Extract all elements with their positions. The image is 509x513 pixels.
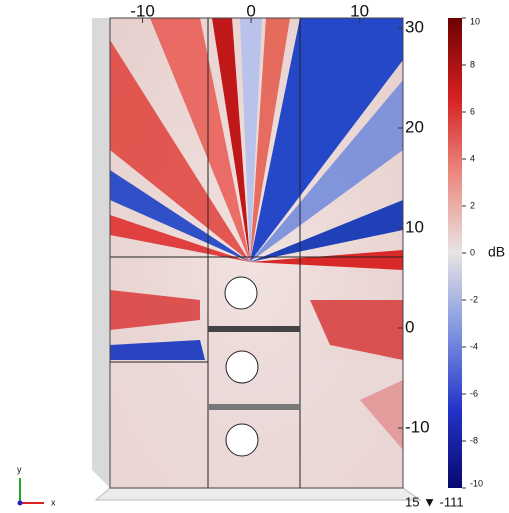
hole (224, 276, 258, 310)
field-ray (110, 170, 250, 262)
side-panel (92, 18, 110, 488)
floor-panel (94, 487, 422, 501)
field-ray (240, 18, 262, 262)
y-tick-label: 0 (405, 317, 414, 336)
colorbar-tick-label: -6 (470, 388, 478, 398)
field-ray (250, 200, 403, 262)
y-tick-label: 30 (405, 17, 424, 36)
colorbar-tick-label: -2 (470, 294, 478, 304)
triad-label: x (51, 497, 56, 507)
colorbar-tick-label: -4 (470, 341, 478, 351)
hole (225, 423, 259, 457)
field-plot (110, 18, 403, 488)
y-tick-label: 20 (405, 117, 424, 136)
colorbar (448, 18, 462, 488)
colorbar-tick-label: -8 (470, 435, 478, 445)
axis-triad-z (17, 500, 23, 506)
field-patch (310, 300, 403, 360)
field-ray (250, 18, 290, 262)
field-ray (250, 80, 403, 262)
separator (208, 326, 300, 332)
x-tick-label: 0 (246, 1, 255, 20)
field-ray (212, 18, 250, 262)
hole (225, 350, 259, 384)
plot-frame (109, 17, 404, 489)
corner-label: 15 ▼ -111 (405, 494, 464, 509)
field-ray (250, 18, 403, 262)
triad-label: y (17, 464, 22, 474)
colorbar-label: dB (488, 244, 505, 260)
field-ray (250, 250, 403, 270)
colorbar-tick-label: 8 (470, 59, 475, 69)
colorbar-tick-label: 10 (470, 16, 480, 26)
separator (208, 404, 300, 410)
colorbar-tick-label: 2 (470, 200, 475, 210)
field-ray (150, 18, 250, 262)
x-tick-label: 10 (350, 1, 369, 20)
colorbar-tick-label: 0 (470, 247, 475, 257)
colorbar-tick-label: -10 (470, 478, 483, 488)
colorbar-tick-label: 4 (470, 153, 475, 163)
field-ray (110, 40, 250, 262)
field-patch (110, 340, 205, 360)
y-tick-label: 10 (405, 217, 424, 236)
field-ray (110, 215, 250, 262)
y-tick-label: -10 (405, 417, 430, 436)
x-tick-label: -10 (130, 1, 155, 20)
field-patch (110, 290, 200, 330)
colorbar-tick-label: 6 (470, 106, 475, 116)
field-lower (110, 360, 403, 488)
